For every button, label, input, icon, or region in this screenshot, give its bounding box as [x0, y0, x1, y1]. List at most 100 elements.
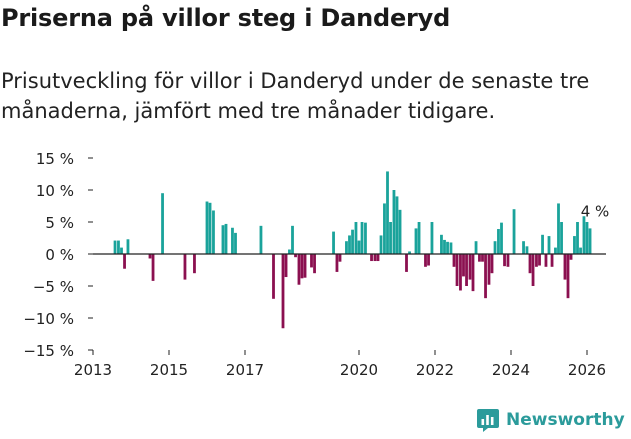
chart-title: Priserna på villor steg i Danderyd [1, 4, 451, 32]
bar [205, 201, 209, 254]
bar [487, 254, 491, 285]
bar [500, 222, 503, 254]
bar [360, 222, 364, 254]
bar [291, 225, 294, 254]
bar [370, 254, 373, 262]
bar [544, 254, 548, 267]
bar [538, 254, 541, 266]
bar [557, 203, 560, 254]
bar [392, 190, 396, 254]
bar [123, 254, 126, 269]
bar [579, 247, 582, 254]
bar [161, 193, 164, 254]
bar [484, 254, 487, 299]
bar [493, 241, 497, 254]
bar [332, 231, 335, 254]
bar [335, 254, 339, 272]
bar [443, 239, 446, 254]
bar [351, 229, 354, 254]
bar [395, 196, 399, 254]
bar [183, 254, 187, 280]
bar [345, 241, 348, 254]
y-tick-label: 10 % [36, 182, 74, 200]
bar [231, 227, 234, 254]
bar [126, 239, 130, 254]
x-tick-label: 2026 [568, 361, 606, 379]
bar [474, 241, 478, 254]
bar [528, 254, 532, 274]
bar [303, 254, 307, 278]
x-tick-label: 2024 [492, 361, 530, 379]
bar [389, 222, 392, 254]
bar [427, 254, 430, 266]
bar [525, 246, 529, 254]
bar [281, 254, 285, 329]
bar [221, 225, 225, 254]
bar [405, 254, 408, 272]
bar [117, 240, 120, 254]
y-axis: 15 % 10 % 5 % 0 % −5 % −10 % −15 % [23, 150, 93, 360]
bar [547, 236, 551, 254]
bar [585, 222, 589, 254]
bar [234, 232, 237, 254]
bar [465, 254, 468, 286]
bar [224, 223, 228, 254]
bar [576, 222, 579, 254]
bar [338, 254, 342, 262]
bar [300, 254, 304, 279]
bar [468, 254, 472, 280]
bar [452, 254, 456, 267]
bar [497, 229, 500, 254]
bar [193, 254, 196, 274]
bar [148, 254, 152, 259]
bar [379, 235, 383, 254]
bar [455, 254, 459, 286]
bar [259, 225, 263, 254]
bar [284, 254, 288, 278]
bar-series [113, 171, 592, 329]
bar [478, 254, 481, 262]
bar [354, 222, 358, 254]
y-tick-label: 0 % [45, 246, 74, 264]
x-tick-label: 2020 [340, 361, 378, 379]
bar [383, 203, 386, 254]
x-tick-label: 2022 [416, 361, 454, 379]
bar [272, 254, 275, 299]
bar [120, 247, 123, 254]
bar [417, 222, 421, 254]
bar [310, 254, 313, 268]
bar [462, 254, 465, 277]
bar [535, 254, 538, 267]
bar [424, 254, 427, 267]
newsworthy-logo-icon [477, 409, 499, 432]
bar [208, 202, 212, 254]
bar [357, 240, 361, 254]
newsworthy-logo: Newsworthy [476, 408, 625, 432]
x-tick-label: 2015 [150, 361, 188, 379]
bar [364, 222, 367, 254]
bar [541, 234, 544, 254]
bar [550, 254, 554, 267]
bar [430, 222, 434, 254]
bar [313, 254, 316, 274]
y-tick-label: 5 % [45, 214, 74, 232]
bar [554, 247, 557, 254]
bar [512, 209, 516, 254]
chart-subtitle: Prisutveckling för villor i Danderyd und… [1, 69, 590, 123]
bar [373, 254, 377, 262]
bar [212, 210, 215, 254]
x-axis: 2013 2015 2017 2020 2022 2024 2026 [74, 350, 606, 379]
y-tick-label: −10 % [23, 310, 74, 328]
bar [449, 242, 453, 254]
bar [471, 254, 475, 292]
bar [151, 254, 155, 281]
x-tick-label: 2017 [226, 361, 264, 379]
bar [573, 236, 576, 254]
bar [113, 240, 117, 254]
bar [348, 235, 351, 254]
bar [531, 254, 535, 286]
bar [440, 234, 443, 254]
bar [459, 254, 462, 291]
y-tick-label: −5 % [33, 278, 74, 296]
